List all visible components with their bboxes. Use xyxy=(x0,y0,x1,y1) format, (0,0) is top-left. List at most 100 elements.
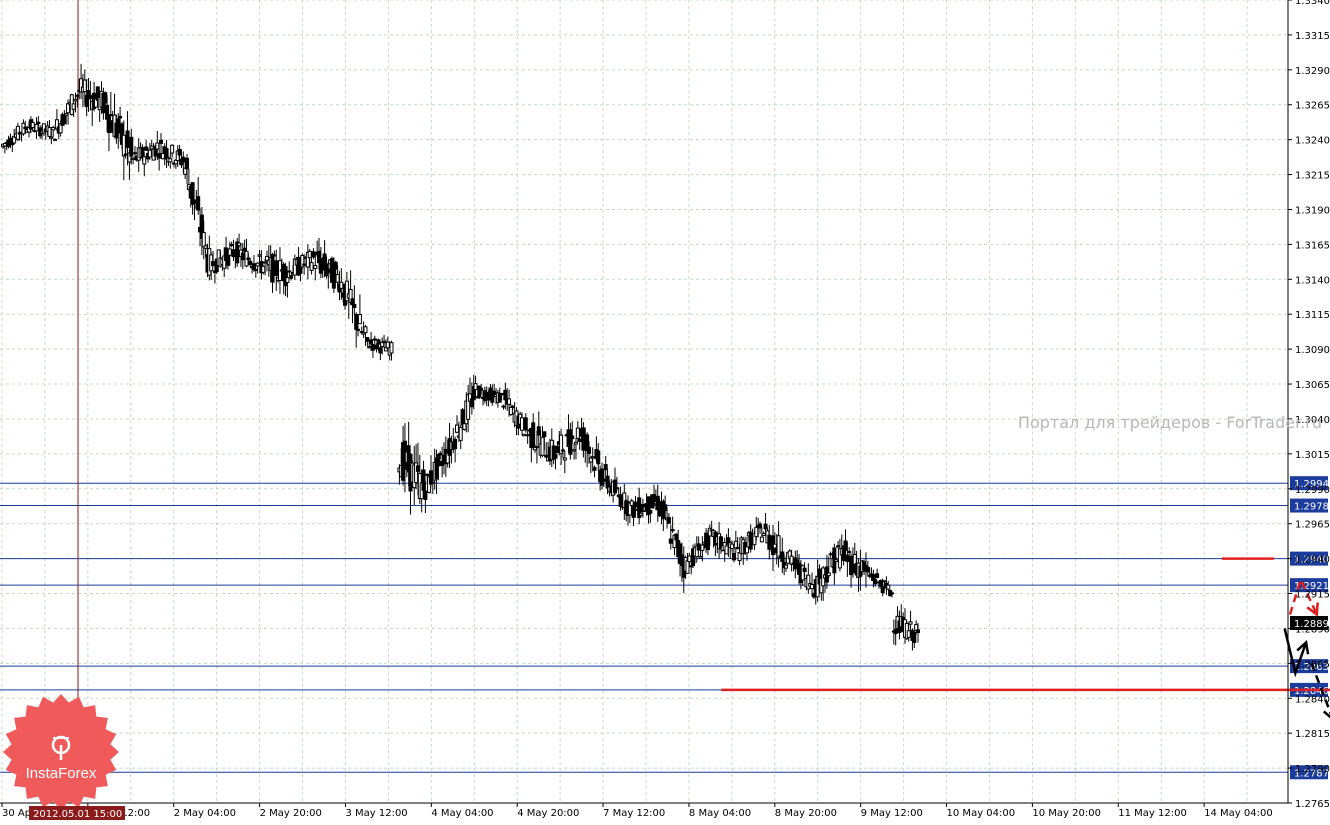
time-tick-label: 7 May 12:00 xyxy=(603,808,665,819)
watermark-text: Портал для трейдеров - ForTrader.ru xyxy=(1018,413,1322,432)
candle-body xyxy=(499,392,504,396)
candle-body xyxy=(123,153,128,156)
candle-body xyxy=(311,251,316,258)
level-label-box xyxy=(1290,498,1328,513)
time-tick-label: 8 May 20:00 xyxy=(775,808,837,819)
candle-body xyxy=(508,406,513,415)
candle-body xyxy=(674,533,679,541)
level-label: 1.2921 xyxy=(1294,581,1329,592)
price-tick-label: 1.3265 xyxy=(1295,101,1330,112)
candle-body xyxy=(376,339,381,345)
level-label: 1.2940 xyxy=(1294,555,1329,566)
candle-body xyxy=(828,553,833,556)
candle-body xyxy=(503,389,508,401)
candle-body xyxy=(631,506,636,518)
candle-body xyxy=(534,446,539,449)
candle-body xyxy=(170,144,175,154)
candle-body xyxy=(428,470,433,485)
candle-body xyxy=(754,527,759,538)
candle-body xyxy=(572,449,577,452)
candle-body xyxy=(237,242,242,246)
price-tick-label: 1.3190 xyxy=(1295,205,1330,216)
candle-body xyxy=(536,426,541,436)
candle-body xyxy=(425,473,430,476)
price-tick-label: 1.3115 xyxy=(1295,310,1330,321)
candle-body xyxy=(185,157,190,170)
candle-body xyxy=(633,501,638,508)
time-tick-label: 2 May 20:00 xyxy=(260,808,322,819)
candle-body xyxy=(795,559,800,563)
candle-body xyxy=(372,338,377,341)
candle-body xyxy=(873,579,878,585)
forecast-arrow xyxy=(1310,662,1330,716)
candle-body xyxy=(555,445,560,454)
candle-body xyxy=(592,466,597,471)
candle-body xyxy=(23,126,28,130)
price-tick-label: 1.2765 xyxy=(1295,799,1330,810)
time-tick-label: 8 May 04:00 xyxy=(689,808,751,819)
candle-body xyxy=(144,146,149,151)
candle-body xyxy=(906,630,911,638)
candle-body xyxy=(51,127,56,131)
price-tick-label: 1.2815 xyxy=(1295,729,1330,740)
candle-body xyxy=(287,270,292,273)
candle-body xyxy=(367,346,372,349)
price-tick-label: 1.2965 xyxy=(1295,520,1330,531)
candle-body xyxy=(49,136,54,139)
candle-body xyxy=(363,326,368,334)
price-tick-label: 1.3090 xyxy=(1295,345,1330,356)
candle-body xyxy=(523,417,528,431)
candle-body xyxy=(248,260,253,266)
candle-body xyxy=(880,586,885,594)
candle-body xyxy=(106,115,111,134)
candle-body xyxy=(82,79,87,93)
chart-grid xyxy=(0,0,1288,804)
candle-body xyxy=(588,457,593,463)
candle-body xyxy=(129,136,134,157)
price-tick-label: 1.3165 xyxy=(1295,240,1330,251)
candle-body xyxy=(125,130,130,149)
candle-body xyxy=(255,262,260,267)
logo-text: InstaForex xyxy=(26,765,97,782)
candle-body xyxy=(350,298,355,306)
candle-body xyxy=(599,468,604,486)
candle-body xyxy=(370,344,375,351)
candle-body xyxy=(559,434,564,454)
candle-body xyxy=(847,551,852,554)
candle-body xyxy=(201,232,206,248)
candle-body xyxy=(261,265,266,273)
candle-body xyxy=(845,554,850,563)
candle-body xyxy=(531,422,536,448)
candle-body xyxy=(802,567,807,573)
price-tick-label: 1.3065 xyxy=(1295,380,1330,391)
candle-body xyxy=(155,142,160,150)
candle-body xyxy=(685,560,690,574)
candle-body xyxy=(573,441,578,445)
candle-body xyxy=(776,535,781,559)
candle-body xyxy=(313,265,318,269)
candle-body xyxy=(889,592,894,595)
candle-body xyxy=(878,579,883,587)
candle-body xyxy=(687,555,692,563)
logo-emblem-icon xyxy=(51,735,71,760)
price-tick-label: 1.2990 xyxy=(1295,485,1330,496)
level-label: 1.2994 xyxy=(1294,479,1329,490)
price-tick-label: 1.2940 xyxy=(1295,555,1330,566)
candle-body xyxy=(893,629,898,635)
level-label: 1.2787 xyxy=(1294,768,1329,779)
price-tick-label: 1.3240 xyxy=(1295,136,1330,147)
candle-body xyxy=(458,426,463,441)
candle-body xyxy=(264,255,269,261)
candle-body xyxy=(253,268,258,271)
candle-body xyxy=(354,313,359,330)
time-tick-label: 2 May 04:00 xyxy=(174,808,236,819)
candle-body xyxy=(430,481,435,484)
candle-body xyxy=(453,438,458,450)
candle-body xyxy=(374,344,379,350)
candle-body xyxy=(235,241,240,264)
candle-body xyxy=(454,424,459,433)
candle-body xyxy=(108,113,113,116)
